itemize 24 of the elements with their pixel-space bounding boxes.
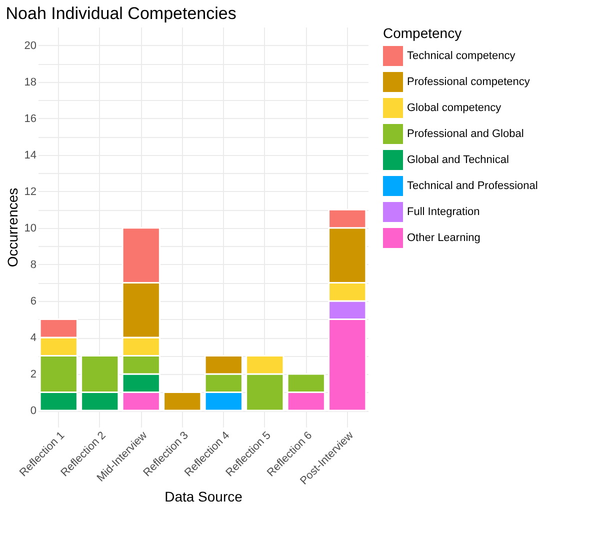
legend-title: Competency xyxy=(383,25,462,41)
y-tick-label: 18 xyxy=(24,76,36,88)
y-tick-label: 16 xyxy=(24,112,36,125)
y-tick-label: 14 xyxy=(24,149,36,162)
legend-label: Professional and Global xyxy=(407,128,524,140)
y-tick-label: 12 xyxy=(24,186,36,198)
y-tick-label: 8 xyxy=(30,258,36,271)
legend-label: Full Integration xyxy=(407,206,480,218)
y-tick-label: 4 xyxy=(30,332,36,344)
x-axis-title: Data Source xyxy=(164,488,243,505)
y-tick-label: 10 xyxy=(24,222,36,234)
y-tick-label: 2 xyxy=(30,368,36,381)
legend-label: Professional competency xyxy=(407,76,530,88)
chart-title: Noah Individual Competencies xyxy=(6,4,236,23)
legend-label: Global and Technical xyxy=(407,154,509,166)
legend-label: Other Learning xyxy=(407,232,480,244)
legend-label: Technical competency xyxy=(407,50,516,62)
legend-label: Technical and Professional xyxy=(407,180,538,192)
y-tick-label: 0 xyxy=(30,405,36,418)
y-tick-label: 6 xyxy=(30,295,36,308)
legend-label: Global competency xyxy=(407,102,502,114)
bar xyxy=(163,392,202,412)
y-axis-title: Occurrences xyxy=(4,188,20,268)
y-tick-label: 20 xyxy=(24,40,36,52)
